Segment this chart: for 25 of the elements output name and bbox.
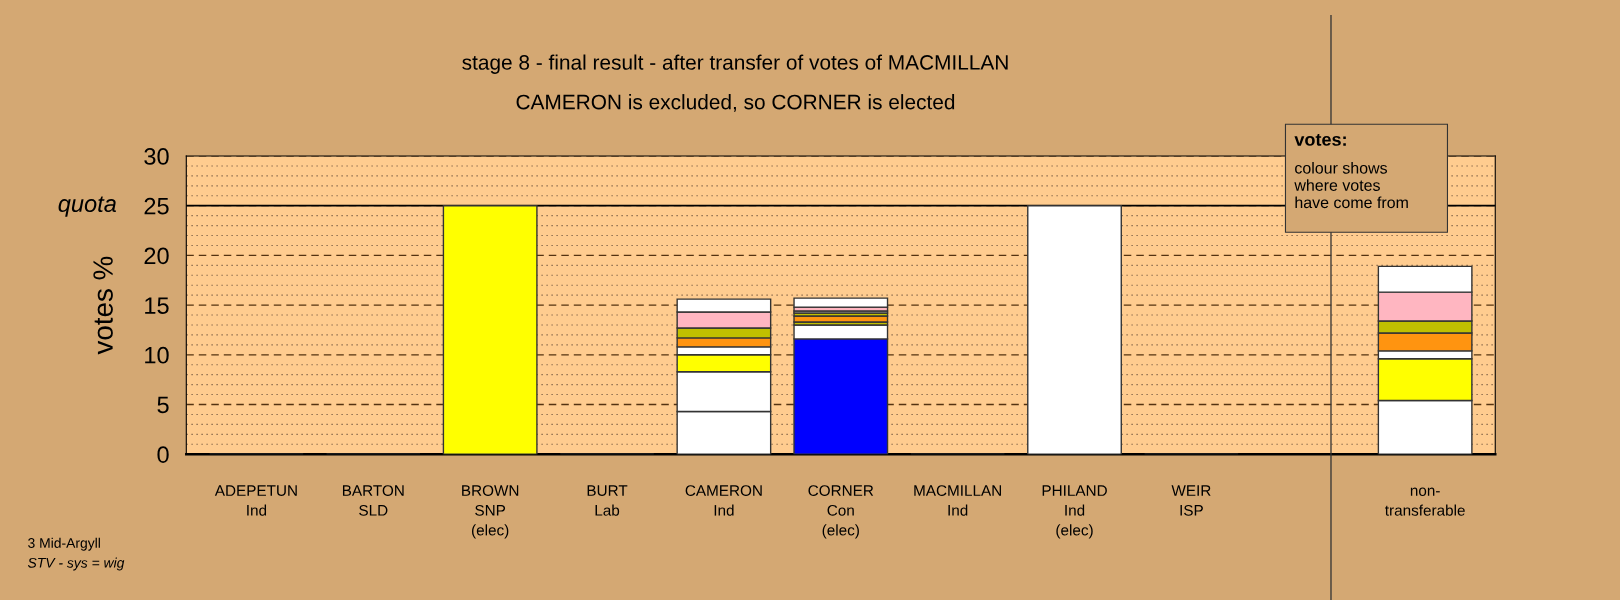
text: 3 Mid-Argyll	[28, 537, 100, 551]
x-tick-label: non- transferable	[1385, 487, 1465, 516]
x-tick-label: MACMILLAN Ind	[914, 485, 1001, 516]
x-tick-label: BROWN SNP (elec)	[462, 485, 519, 539]
chart-title: stage 8 - final result - after transfer of votes of MACMILLAN	[462, 54, 1008, 74]
y-tick-label: 5	[157, 396, 169, 414]
text: STV - sys = wig	[27, 557, 125, 571]
y-tick-label: 15	[145, 297, 169, 314]
annotation: colour shows where votes have come from	[1294, 162, 1408, 209]
y-tick-label: 20	[144, 247, 169, 265]
chart-subtitle: CAMERON is excluded, so CORNER is elected	[516, 94, 955, 112]
ref-line-label: quota	[58, 196, 117, 217]
text: votes:	[1294, 133, 1346, 146]
x-tick-label: ADEPETUN Ind	[214, 485, 297, 516]
x-tick-label: CORNER Con (elec)	[808, 485, 874, 539]
y-tick-label: 30	[144, 148, 169, 165]
y-tick-label: 25	[144, 197, 169, 215]
x-tick-label: BURT Lab	[587, 485, 628, 516]
x-tick-label: PHILAND Ind (elec)	[1042, 485, 1107, 539]
y-tick-label: 0	[157, 446, 169, 463]
x-tick-label: WEIR ISP	[1171, 485, 1211, 516]
y-tick-label: 10	[145, 346, 169, 364]
x-tick-label: BARTON SLD	[342, 485, 404, 516]
x-tick-label: CAMERON Ind	[685, 485, 762, 516]
y-axis-title: votes %	[93, 256, 113, 355]
